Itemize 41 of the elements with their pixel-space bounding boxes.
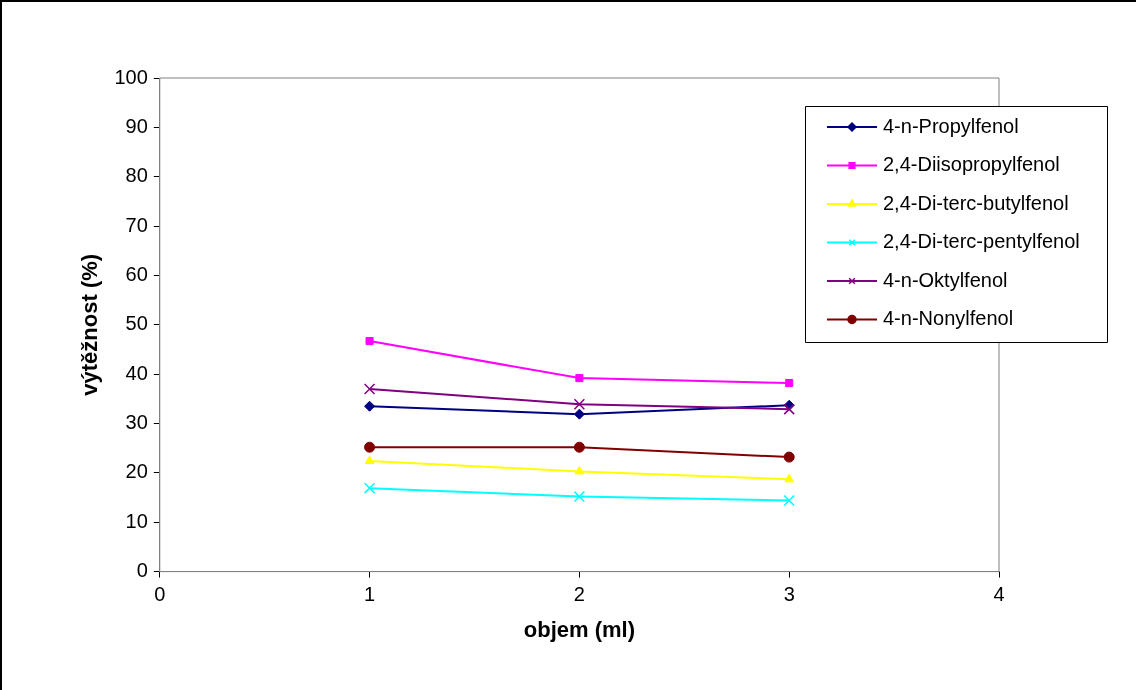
legend-label: 4-n-Nonylfenol (883, 307, 1014, 330)
point (574, 465, 585, 475)
point (785, 379, 794, 388)
x-tick-label: 0 (154, 583, 166, 606)
y-tick-label: 70 (125, 213, 148, 236)
point (365, 337, 374, 346)
point (364, 455, 375, 465)
y-tick-label: 80 (125, 164, 148, 187)
point (575, 374, 584, 383)
point (784, 473, 795, 483)
legend-label: 2,4-Di-terc-butylfenol (883, 191, 1069, 214)
y-tick-label: 40 (125, 361, 148, 384)
point (573, 490, 586, 503)
x-tick-label: 1 (364, 583, 376, 606)
x-tick-label: 2 (573, 583, 585, 606)
y-tick-label: 50 (125, 312, 148, 335)
y-tick-label: 100 (114, 65, 148, 88)
y-tick-label: 30 (125, 411, 148, 434)
point (783, 494, 795, 507)
point (363, 383, 376, 395)
x-tick-label: 3 (783, 583, 795, 606)
legend-label: 4-n-Oktylfenol (883, 268, 1008, 291)
legend-label: 4-n-Propylfenol (883, 114, 1019, 137)
y-tick-label: 10 (125, 509, 148, 532)
point (783, 451, 795, 463)
legend-label: 2,4-Di-terc-pentylfenol (883, 230, 1080, 253)
legend-label: 2,4-Diisopropylfenol (883, 153, 1060, 176)
point (364, 441, 376, 453)
point (783, 403, 795, 415)
y-tick-label: 90 (125, 114, 148, 137)
point (364, 400, 376, 412)
y-tick-label: 0 (136, 559, 148, 582)
point (573, 408, 585, 420)
point (573, 441, 585, 453)
y-axis-title: výtěžnost (%) (77, 253, 103, 396)
x-tick-label: 4 (993, 583, 1005, 606)
point (573, 398, 586, 410)
point (363, 482, 376, 494)
x-axis-title: objem (ml) (523, 616, 635, 642)
y-tick-label: 60 (125, 262, 148, 285)
y-tick-label: 20 (125, 460, 148, 483)
